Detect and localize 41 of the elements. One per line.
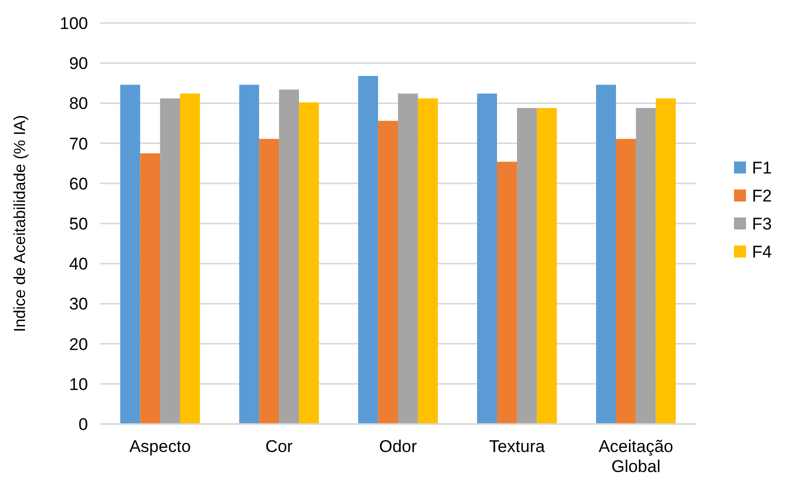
bar (358, 76, 378, 424)
bar (259, 138, 280, 424)
bar (398, 94, 418, 424)
bar (298, 102, 319, 424)
bar (378, 120, 398, 424)
legend-label: F2 (752, 186, 772, 206)
x-tick-label: Cor (265, 437, 294, 456)
bar (160, 98, 180, 424)
y-tick-label: 50 (69, 214, 88, 234)
bar (497, 162, 517, 424)
bar (616, 138, 636, 424)
bar (516, 108, 537, 424)
bar (418, 98, 438, 424)
x-tick-label: Aceitação Global (598, 437, 674, 476)
y-tick-label: 0 (78, 414, 88, 434)
bar (596, 84, 616, 424)
y-tick-label: 60 (69, 174, 88, 194)
bar (239, 84, 260, 424)
legend-label: F1 (752, 158, 772, 178)
y-tick-label: 30 (69, 294, 88, 314)
bar (656, 98, 676, 424)
bar (536, 108, 557, 424)
bar (279, 90, 299, 424)
y-tick-label: 10 (69, 374, 88, 394)
bar (477, 94, 498, 424)
legend-label: F4 (752, 242, 772, 262)
y-tick-label: 100 (60, 14, 88, 33)
y-tick-label: 80 (69, 94, 88, 114)
y-tick-label: 90 (69, 54, 88, 74)
bar (120, 84, 140, 424)
bar (180, 94, 200, 424)
x-tick-label: Aspecto (129, 437, 191, 456)
y-tick-label: 70 (69, 134, 88, 154)
y-axis-title: Indice de Aceitabilidade (% IA) (12, 114, 29, 332)
x-tick-label: Textura (489, 437, 546, 456)
x-tick-label: Odor (379, 437, 418, 456)
y-tick-label: 40 (69, 254, 88, 274)
bar (636, 108, 656, 424)
bar (140, 153, 160, 424)
y-tick-label: 20 (69, 334, 88, 354)
legend-label: F3 (752, 214, 772, 234)
